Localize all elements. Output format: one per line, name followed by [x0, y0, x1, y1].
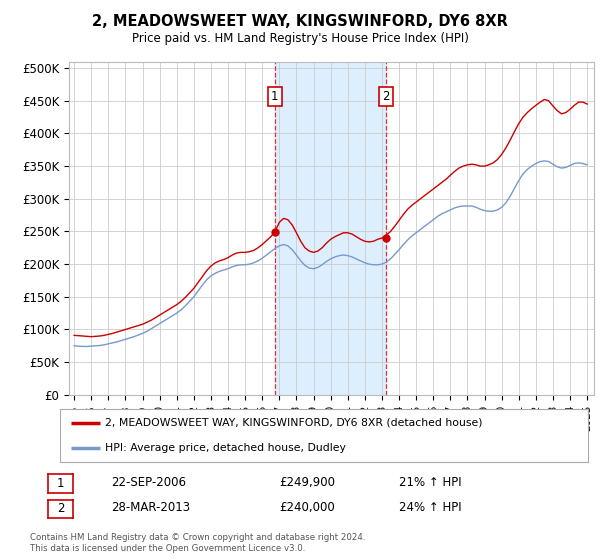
Text: £240,000: £240,000: [279, 501, 335, 515]
Text: £249,900: £249,900: [279, 476, 335, 489]
Text: 22-SEP-2006: 22-SEP-2006: [111, 476, 186, 489]
Text: 28-MAR-2013: 28-MAR-2013: [111, 501, 190, 515]
Text: Contains HM Land Registry data © Crown copyright and database right 2024.
This d: Contains HM Land Registry data © Crown c…: [30, 533, 365, 553]
Text: 21% ↑ HPI: 21% ↑ HPI: [399, 476, 461, 489]
Text: 1: 1: [57, 477, 64, 490]
Text: 2: 2: [382, 90, 390, 103]
Text: 2, MEADOWSWEET WAY, KINGSWINFORD, DY6 8XR (detached house): 2, MEADOWSWEET WAY, KINGSWINFORD, DY6 8X…: [105, 418, 482, 428]
Text: 2, MEADOWSWEET WAY, KINGSWINFORD, DY6 8XR: 2, MEADOWSWEET WAY, KINGSWINFORD, DY6 8X…: [92, 14, 508, 29]
Bar: [275, 62, 386, 395]
Text: 2: 2: [57, 502, 64, 515]
Text: 1: 1: [271, 90, 278, 103]
Text: HPI: Average price, detached house, Dudley: HPI: Average price, detached house, Dudl…: [105, 443, 346, 453]
Text: Price paid vs. HM Land Registry's House Price Index (HPI): Price paid vs. HM Land Registry's House …: [131, 32, 469, 45]
Text: 24% ↑ HPI: 24% ↑ HPI: [399, 501, 461, 515]
